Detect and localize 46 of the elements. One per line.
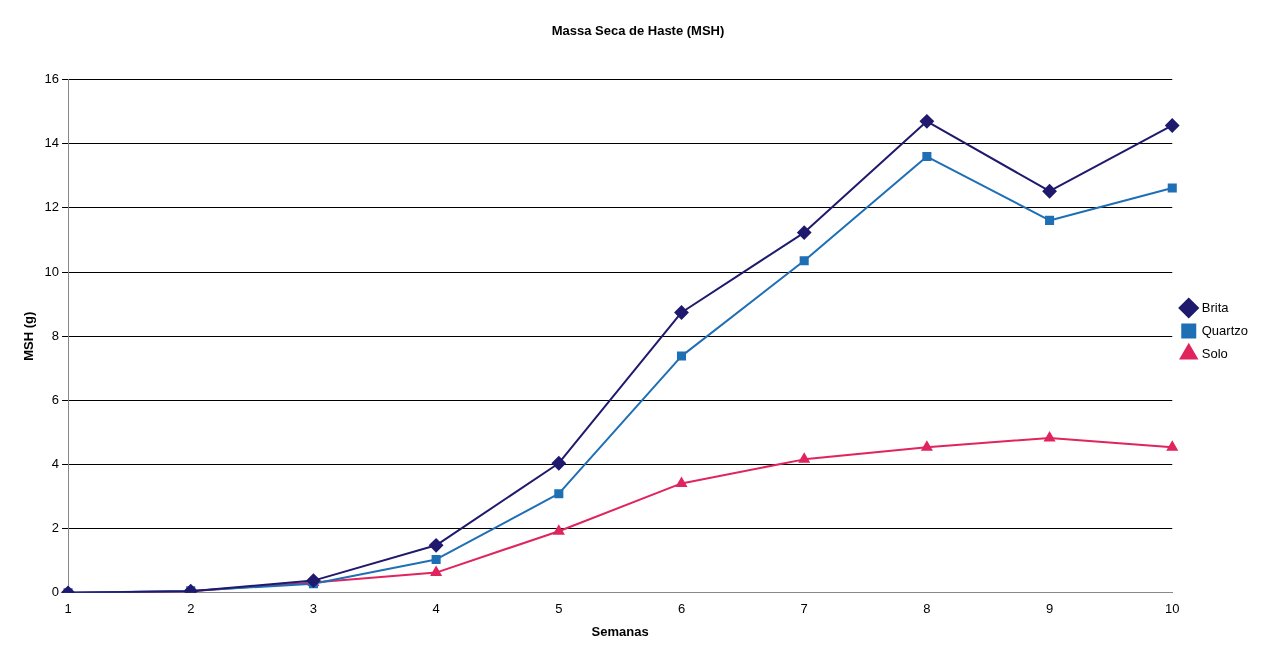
legend-label: Solo [1201,345,1228,361]
point [1167,183,1177,193]
x-tick-label: 4 [432,601,440,617]
x-tick-label: 9 [1045,601,1054,617]
x-tick-label: 1 [64,601,72,617]
point [1042,184,1057,199]
point [1044,431,1055,442]
x-axis-title: Semanas [591,623,649,639]
y-tick-label: 0 [51,584,60,600]
point [1165,118,1180,133]
x-tick-label: 7 [800,601,808,617]
point [798,453,810,463]
point [1045,215,1055,225]
x-tick-label: 10 [1165,601,1180,617]
point [799,256,809,266]
x-tick-label: 6 [677,601,686,617]
x-tick-label: 5 [555,601,563,617]
x-tick-label: 3 [309,601,318,617]
y-tick-label: 16 [44,71,60,87]
point [922,152,932,162]
y-tick-label: 8 [51,327,60,343]
y-tick-label: 6 [51,391,60,407]
point [430,566,442,577]
y-tick-label: 2 [51,520,60,536]
legend-label: Quartzo [1201,322,1249,338]
point [921,441,933,451]
y-tick-label: 4 [51,456,60,472]
y-tick-label: 14 [44,135,60,151]
point [676,477,687,487]
y-axis-title: MSH (g) [21,311,37,361]
point [431,554,441,564]
point [676,351,687,361]
x-tick-label: 8 [923,601,931,617]
point [674,305,689,320]
point [429,538,444,553]
point [553,525,565,535]
chart-title: Massa Seca de Haste (MSH) [551,23,725,39]
x-tick-label: 2 [187,601,195,617]
point [551,456,566,471]
point [554,489,564,499]
point [797,225,812,240]
y-tick-label: 12 [44,199,60,215]
point [919,114,934,129]
point [1166,441,1178,451]
legend-label: Brita [1201,299,1230,315]
y-tick-label: 10 [44,263,60,279]
